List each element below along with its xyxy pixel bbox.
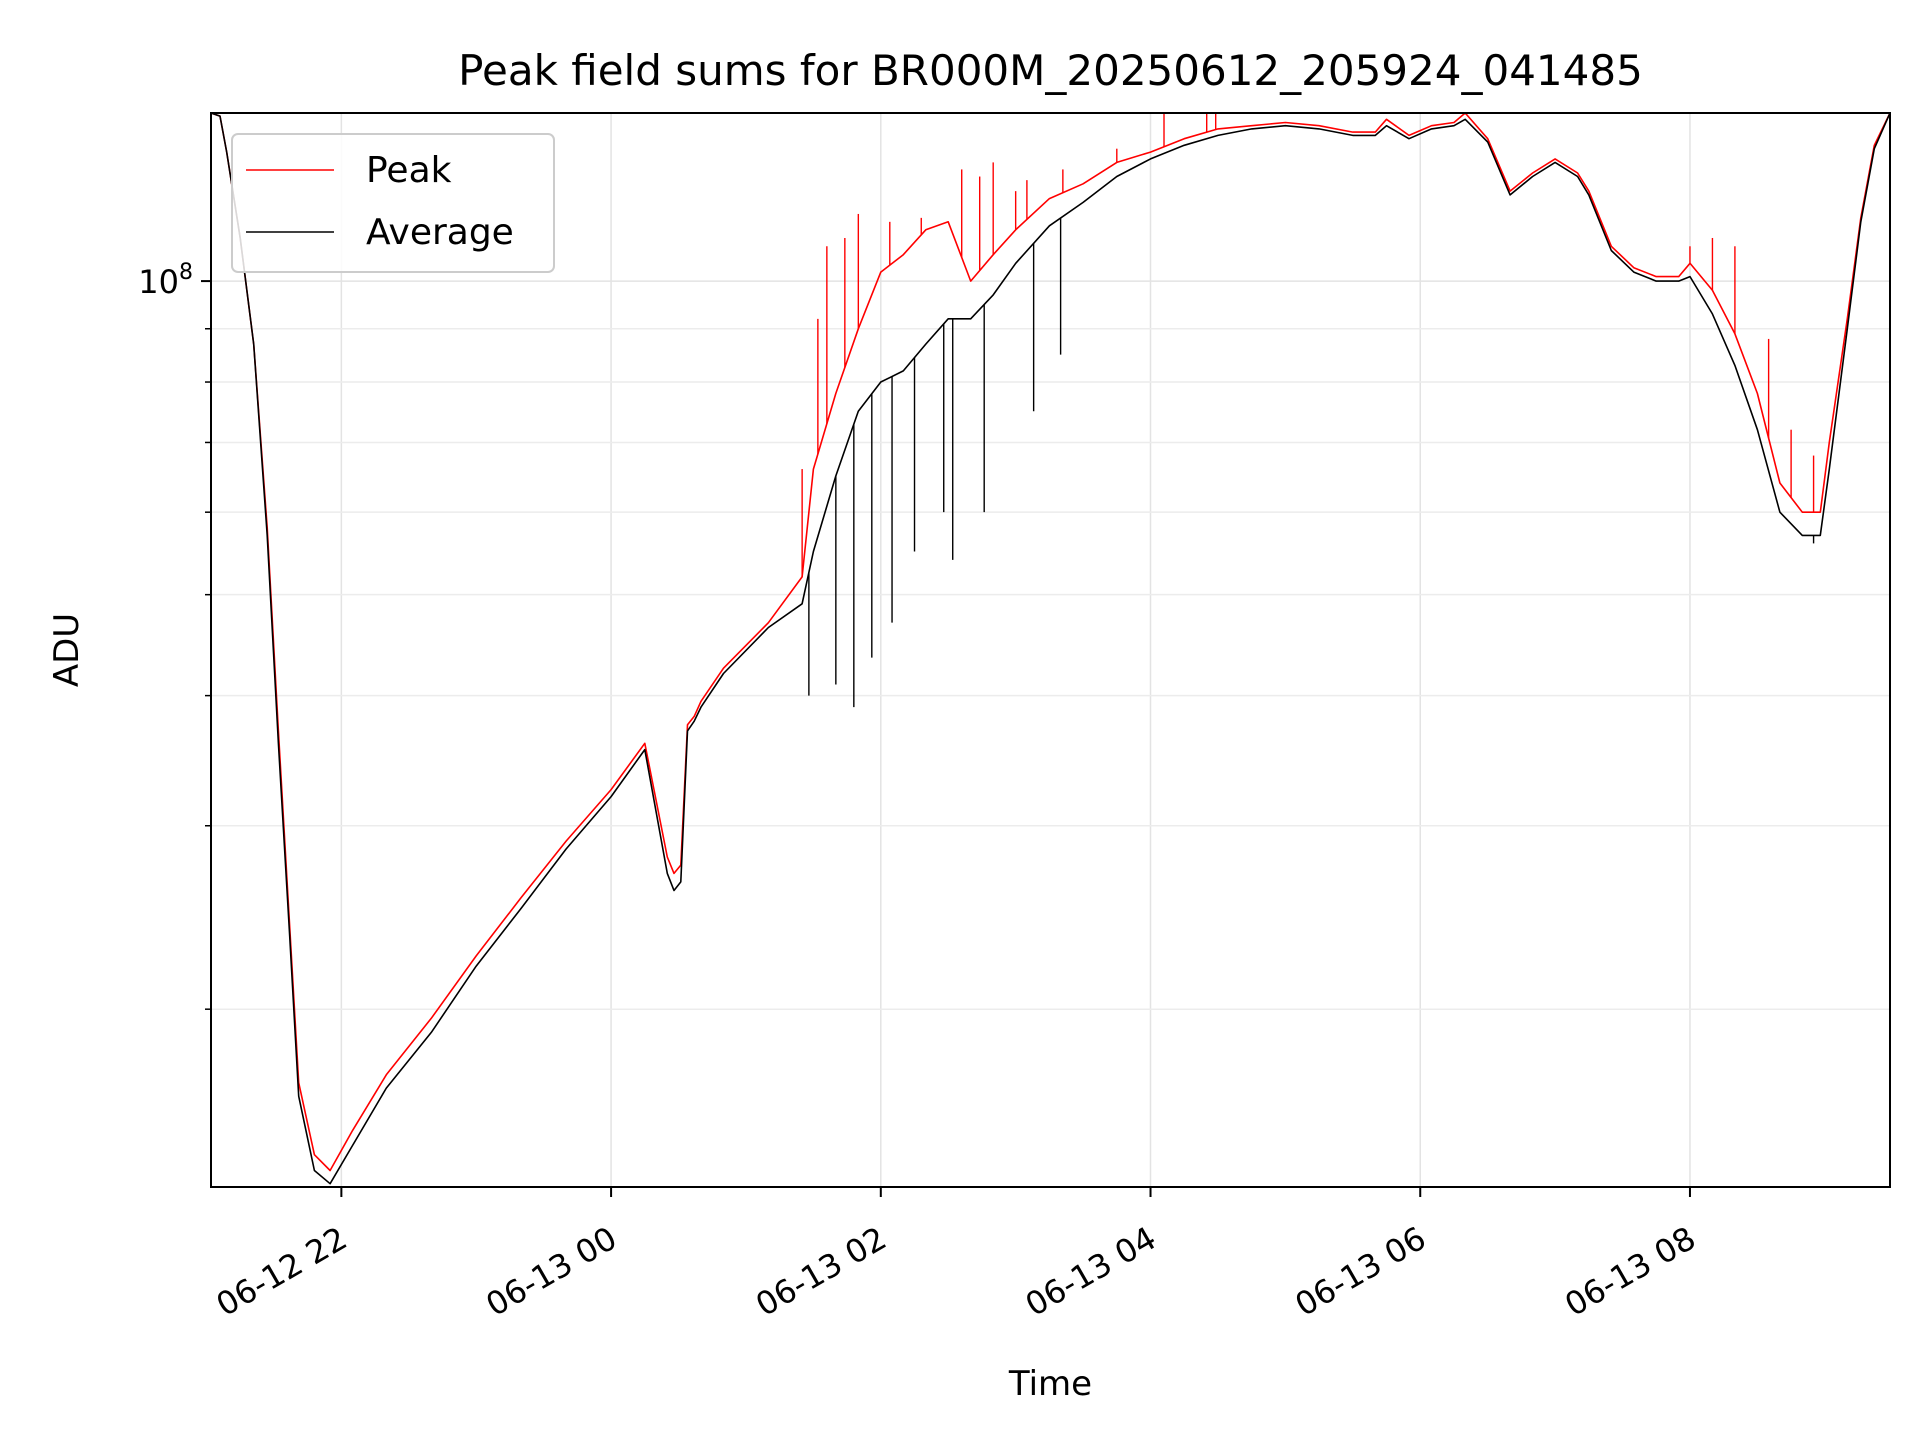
grid — [211, 113, 1890, 1187]
y-axis-label: ADU — [47, 613, 87, 687]
chart-title: Peak field sums for BR000M_20250612_2059… — [458, 46, 1643, 95]
legend-label-average: Average — [366, 212, 514, 253]
series-line-peak — [211, 113, 1890, 1172]
plot-frame — [210, 112, 1891, 1188]
legend-box — [231, 133, 555, 273]
legend: Peak Average — [231, 133, 555, 273]
series-line-average — [211, 113, 1890, 1185]
series-layer — [211, 113, 1890, 1185]
legend-label-peak: Peak — [366, 150, 452, 191]
x-axis-label: Time — [1008, 1364, 1092, 1404]
